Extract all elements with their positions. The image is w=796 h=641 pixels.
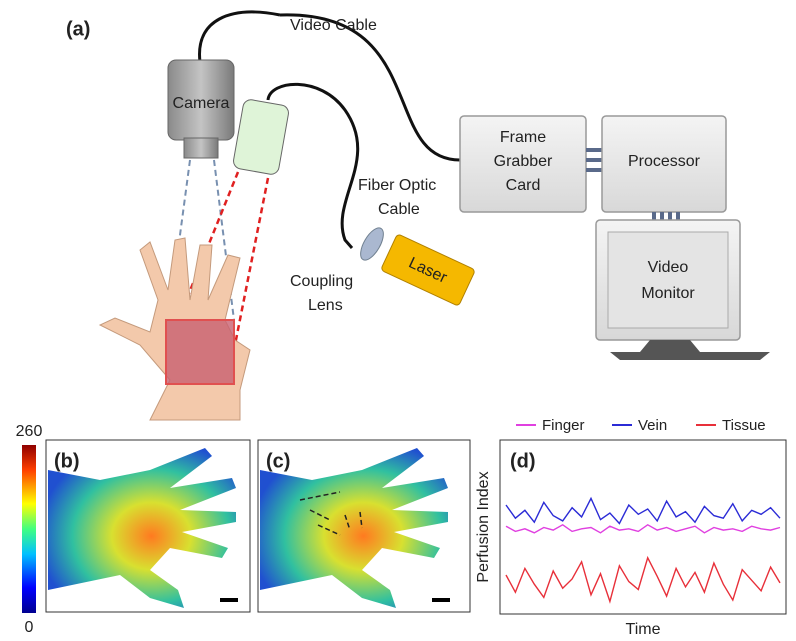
fiber-label: Fiber Optic [358, 177, 436, 194]
video-cable-line [200, 12, 280, 62]
panel-b: (b) [46, 440, 250, 612]
lens-label: Lens [308, 297, 343, 314]
monitor-screen [608, 232, 728, 328]
panel-label: (a) [66, 18, 90, 40]
figure: (a) Video Cable Camera Fiber Optic Cable… [0, 0, 796, 641]
fiber-label: Cable [378, 201, 420, 218]
scale-bar [220, 598, 238, 602]
imaging-region [166, 320, 234, 384]
video-cable-label: Video Cable [290, 17, 377, 34]
frame-grabber-label: Card [506, 177, 541, 194]
y-axis-label: Perfusion Index [475, 471, 492, 582]
monitor-label: Video [648, 259, 689, 276]
colorbar-min: 0 [25, 619, 34, 636]
frame-grabber-label: Frame [500, 129, 546, 146]
camera-label: Camera [173, 95, 230, 112]
monitor-label: Monitor [641, 285, 695, 302]
legend-label: Tissue [722, 417, 766, 434]
x-axis-label: Time [626, 621, 661, 638]
plot-frame [500, 440, 786, 614]
light-source [232, 99, 289, 176]
panel-c: (c) [258, 440, 470, 612]
panel-label: (d) [510, 450, 536, 472]
colorbar-max: 260 [16, 423, 43, 440]
frame-grabber-label: Grabber [494, 153, 553, 170]
monitor-stand [610, 340, 770, 360]
panel-label: (b) [54, 450, 80, 472]
legend-label: Vein [638, 417, 667, 434]
colorbar [22, 445, 36, 613]
processor-label: Processor [628, 153, 701, 170]
connector [586, 148, 602, 172]
coupling-lens [356, 224, 388, 263]
panel-label: (c) [266, 450, 290, 472]
scale-bar [432, 598, 450, 602]
lens-label: Coupling [290, 273, 353, 290]
video-cable-line [280, 15, 460, 160]
camera-lens [184, 138, 218, 158]
legend-label: Finger [542, 417, 585, 434]
